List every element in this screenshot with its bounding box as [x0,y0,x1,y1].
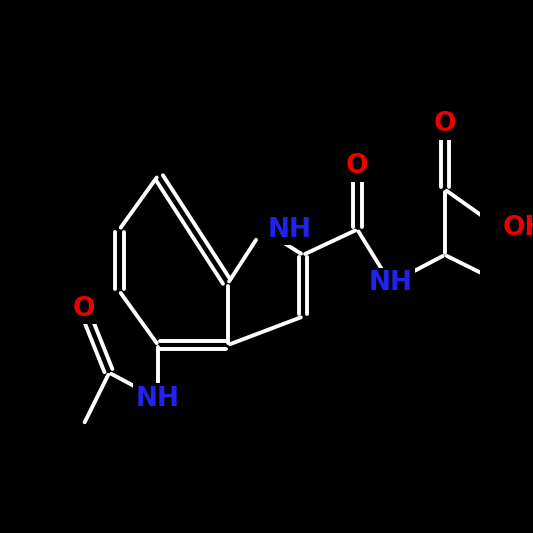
Text: NH: NH [369,270,413,296]
Text: O: O [72,296,95,322]
Text: NH: NH [136,386,180,412]
Text: OH: OH [502,215,533,241]
Text: O: O [433,111,456,137]
Text: O: O [346,154,368,180]
Text: NH: NH [268,216,311,243]
